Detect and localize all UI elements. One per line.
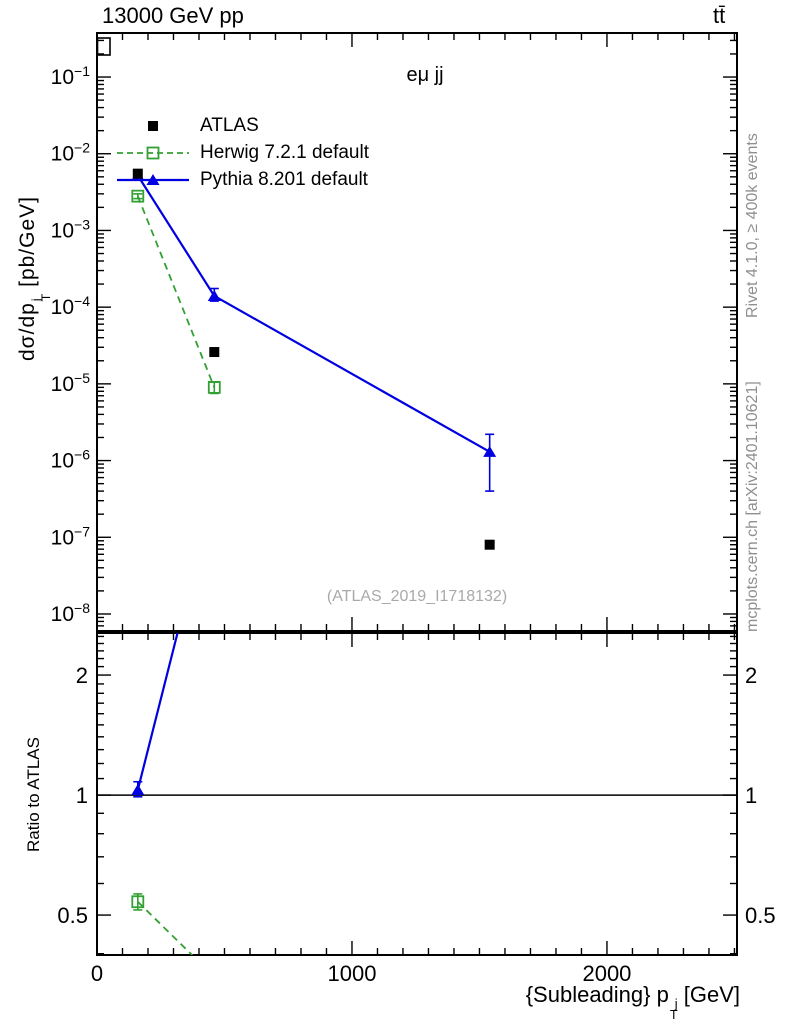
- series-pythia-8-201-default: [131, 169, 497, 492]
- series-pythia-8-201-default: [131, 633, 179, 798]
- mcplots-credit: mcplots.cern.ch [arXiv:2401.10621]: [744, 381, 761, 632]
- series-herwig-7-2-1-default: [131, 893, 194, 955]
- x-tick-label: 1000: [328, 961, 377, 986]
- series-atlas: [132, 168, 495, 550]
- ratio-y-tick-label-left: 1: [76, 783, 88, 808]
- legend-item-herwig: Herwig 7.2.1 default: [116, 139, 369, 166]
- beam-energy-title: 13000 GeV pp: [102, 3, 244, 28]
- main-series: [131, 168, 497, 550]
- atlas-marker-icon: [148, 120, 158, 131]
- main-y-tick-label: 10−6: [51, 447, 91, 473]
- main-y-tick-label: 10−3: [51, 216, 91, 242]
- legend-item-atlas: ATLAS: [116, 112, 369, 139]
- main-y-tick-label: 10−7: [51, 523, 91, 549]
- pythia-marker-icon: [117, 173, 189, 185]
- process-title: tt̄: [713, 3, 726, 28]
- main-y-tick-label: 10−4: [51, 293, 91, 319]
- main-panel-frame: [96, 32, 738, 632]
- legend-item-pythia: Pythia 8.201 default: [116, 166, 369, 193]
- y-axis-label-main: dσ/dp j T [pb/GeV]: [16, 196, 53, 361]
- ratio-y-tick-label-right: 1: [745, 783, 757, 808]
- ratio-y-ticks: [97, 635, 737, 955]
- analysis-watermark: (ATLAS_2019_I1718132): [326, 588, 508, 605]
- legend-label-pythia: Pythia 8.201 default: [200, 168, 368, 190]
- x-tick-label: 2000: [582, 961, 631, 986]
- ratio-panel-frame: [96, 632, 738, 956]
- legend: ATLAS Herwig 7.2.1 default Pythia 8.201 …: [116, 112, 369, 193]
- rivet-credit: Rivet 4.1.0, ≥ 400k events: [744, 133, 761, 318]
- ratio-y-tick-label-left: 2: [76, 663, 88, 688]
- ratio-y-tick-label-left: 0.5: [57, 903, 88, 928]
- main-y-ticks: [97, 39, 737, 632]
- main-y-tick-label: 10−1: [51, 63, 91, 89]
- main-y-tick-label: 10−8: [51, 600, 91, 626]
- tick-labels: 10−1 10−2 10−3 10−4 10−5 10−6 10−7 10−8 0 1000 200…: [51, 63, 776, 986]
- main-x-ticks: [96, 33, 736, 631]
- ratio-x-ticks: [96, 633, 736, 955]
- ratio-y-tick-label-right: 2: [745, 663, 757, 688]
- herwig-marker-icon: [117, 146, 189, 159]
- legend-label-atlas: ATLAS: [200, 114, 259, 136]
- ratio-series: [131, 633, 194, 955]
- legend-label-herwig: Herwig 7.2.1 default: [200, 141, 369, 163]
- series-herwig-7-2-1-default: [131, 189, 221, 395]
- y-axis-label-ratio: Ratio to ATLAS: [24, 737, 43, 852]
- main-y-tick-label: 10−2: [51, 140, 91, 166]
- observable-region-label: eμ jj: [406, 64, 444, 86]
- main-y-tick-label: 10−5: [51, 370, 91, 396]
- ratio-y-tick-label-right: 0.5: [745, 903, 776, 928]
- x-tick-label: 0: [91, 961, 103, 986]
